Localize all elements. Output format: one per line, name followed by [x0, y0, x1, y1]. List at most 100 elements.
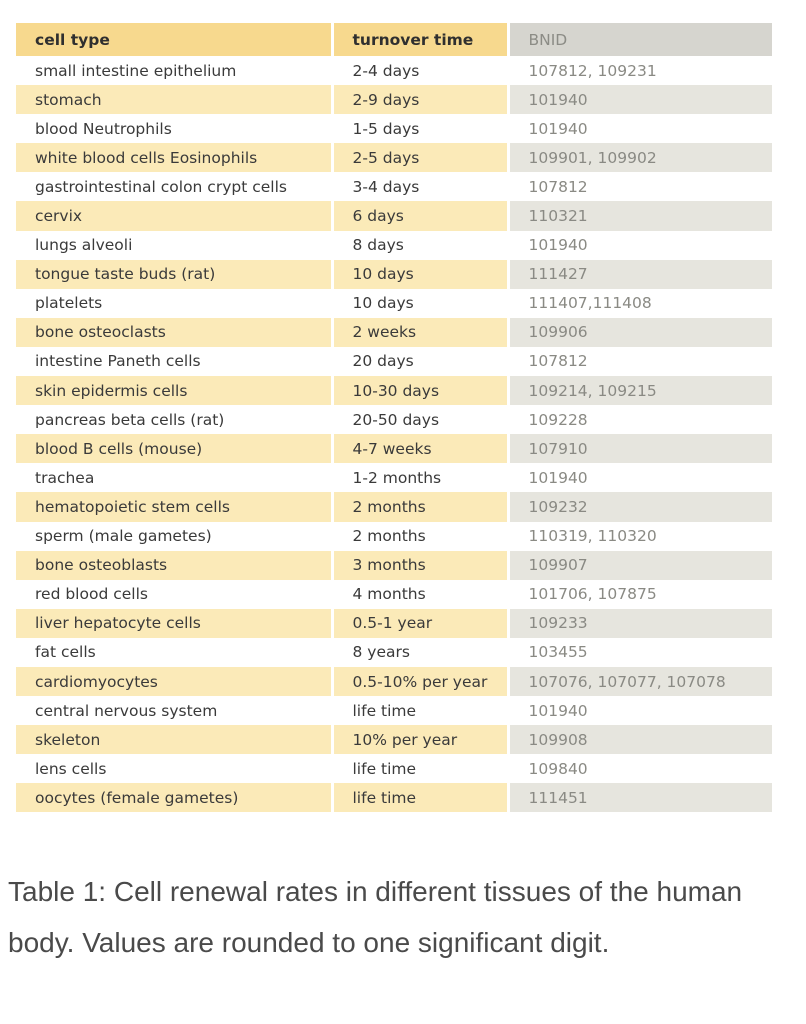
- cell-type-cell: white blood cells Eosinophils: [16, 143, 334, 173]
- turnover-time-cell: life time: [332, 696, 510, 726]
- cell-turnover-table: cell type turnover time BNID small intes…: [16, 23, 772, 813]
- turnover-time-cell: 2 weeks: [332, 317, 510, 347]
- turnover-time-cell: 0.5-10% per year: [332, 666, 510, 697]
- table-row: stomach 2-9 days 101940: [16, 85, 772, 115]
- bnid-cell: 103455: [508, 637, 772, 667]
- bnid-cell: 107812: [508, 172, 772, 202]
- table-row: tongue taste buds (rat) 10 days 111427: [16, 259, 772, 289]
- bnid-cell: 110319, 110320: [508, 521, 772, 551]
- cell-type-cell: oocytes (female gametes): [16, 783, 334, 813]
- cell-type-cell: central nervous system: [16, 696, 334, 726]
- turnover-time-cell: 8 years: [332, 637, 510, 667]
- table-row: blood Neutrophils 1-5 days 101940: [16, 114, 772, 144]
- table-row: platelets 10 days 111407,111408: [16, 288, 772, 318]
- turnover-time-cell: 3 months: [332, 550, 510, 580]
- table-row: liver hepatocyte cells 0.5-1 year 109233: [16, 608, 772, 638]
- table-row: intestine Paneth cells 20 days 107812: [16, 346, 772, 377]
- cell-type-cell: stomach: [16, 85, 334, 115]
- cell-type-cell: liver hepatocyte cells: [16, 608, 334, 638]
- bnid-cell: 101706, 107875: [508, 579, 772, 609]
- cell-type-cell: lungs alveoli: [16, 230, 334, 260]
- bnid-cell: 109901, 109902: [508, 143, 772, 173]
- turnover-time-cell: 2 months: [332, 492, 510, 522]
- bnid-cell: 109907: [508, 550, 772, 580]
- bnid-cell: 101940: [508, 230, 772, 260]
- turnover-time-cell: 20-50 days: [332, 405, 510, 435]
- turnover-time-cell: 1-2 months: [332, 463, 510, 493]
- bnid-cell: 107812: [508, 346, 772, 377]
- bnid-cell: 109232: [508, 492, 772, 522]
- bnid-cell: 109233: [508, 608, 772, 638]
- turnover-time-cell: 2-5 days: [332, 143, 510, 173]
- turnover-time-cell: life time: [332, 754, 510, 784]
- table-row: central nervous system life time 101940: [16, 696, 772, 726]
- cell-type-cell: small intestine epithelium: [16, 56, 334, 86]
- cell-type-cell: blood Neutrophils: [16, 114, 334, 144]
- turnover-time-cell: 2 months: [332, 521, 510, 551]
- cell-type-cell: skeleton: [16, 725, 334, 755]
- turnover-time-cell: 2-4 days: [332, 56, 510, 86]
- bnid-cell: 109228: [508, 405, 772, 435]
- turnover-time-cell: 10 days: [332, 259, 510, 289]
- cell-type-cell: tongue taste buds (rat): [16, 259, 334, 289]
- table-row: cervix 6 days 110321: [16, 201, 772, 231]
- cell-type-cell: bone osteoblasts: [16, 550, 334, 580]
- table-row: lens cells life time 109840: [16, 754, 772, 784]
- bnid-cell: 109908: [508, 725, 772, 755]
- table-row: bone osteoblasts 3 months 109907: [16, 550, 772, 580]
- bnid-cell: 107812, 109231: [508, 56, 772, 86]
- cell-type-cell: platelets: [16, 288, 334, 318]
- table-row: trachea 1-2 months 101940: [16, 463, 772, 493]
- cell-type-cell: trachea: [16, 463, 334, 493]
- table-row: cardiomyocytes 0.5-10% per year 107076, 10…: [16, 666, 772, 697]
- cell-type-cell: fat cells: [16, 637, 334, 667]
- bnid-cell: 107076, 107077, 107078: [508, 666, 772, 697]
- table-row: gastrointestinal colon crypt cells 3-4 da…: [16, 172, 772, 202]
- table-row: skin epidermis cells 10-30 days 109214, 10…: [16, 376, 772, 406]
- bnid-cell: 101940: [508, 696, 772, 726]
- turnover-time-cell: life time: [332, 783, 510, 813]
- bnid-cell: 111407,111408: [508, 288, 772, 318]
- turnover-time-cell: 3-4 days: [332, 172, 510, 202]
- bnid-cell: 101940: [508, 463, 772, 493]
- bnid-cell: 109906: [508, 317, 772, 347]
- cell-type-cell: blood B cells (mouse): [16, 434, 334, 464]
- cell-type-cell: gastrointestinal colon crypt cells: [16, 172, 334, 202]
- bnid-cell: 109214, 109215: [508, 376, 772, 406]
- table-row: blood B cells (mouse) 4-7 weeks 107910: [16, 434, 772, 464]
- cell-type-cell: cervix: [16, 201, 334, 231]
- table-row: lungs alveoli 8 days 101940: [16, 230, 772, 260]
- header-bnid: BNID: [508, 23, 772, 56]
- bnid-cell: 101940: [508, 85, 772, 115]
- table-row: bone osteoclasts 2 weeks 109906: [16, 317, 772, 347]
- bnid-cell: 111451: [508, 783, 772, 813]
- bnid-cell: 110321: [508, 201, 772, 231]
- header-cell-type: cell type: [16, 23, 334, 56]
- turnover-time-cell: 10 days: [332, 288, 510, 318]
- table-caption: Table 1: Cell renewal rates in different…: [8, 876, 743, 958]
- cell-type-cell: red blood cells: [16, 579, 334, 609]
- table-row: small intestine epithelium 2-4 days 107812…: [16, 56, 772, 86]
- turnover-time-cell: 4-7 weeks: [332, 434, 510, 464]
- turnover-time-cell: 2-9 days: [332, 85, 510, 115]
- turnover-time-cell: 1-5 days: [332, 114, 510, 144]
- turnover-time-cell: 6 days: [332, 201, 510, 231]
- turnover-time-cell: 10% per year: [332, 725, 510, 755]
- cell-type-cell: sperm (male gametes): [16, 521, 334, 551]
- bnid-cell: 101940: [508, 114, 772, 144]
- turnover-time-cell: 10-30 days: [332, 376, 510, 406]
- cell-type-cell: lens cells: [16, 754, 334, 784]
- cell-type-cell: intestine Paneth cells: [16, 346, 334, 377]
- table-row: white blood cells Eosinophils 2-5 days 109…: [16, 143, 772, 173]
- turnover-time-cell: 4 months: [332, 579, 510, 609]
- table-row: skeleton 10% per year 109908: [16, 725, 772, 755]
- cell-type-cell: bone osteoclasts: [16, 317, 334, 347]
- table-header-row: cell type turnover time BNID: [16, 23, 772, 56]
- table-row: hematopoietic stem cells 2 months 109232: [16, 492, 772, 522]
- cell-type-cell: cardiomyocytes: [16, 666, 334, 697]
- table-row: oocytes (female gametes) life time 111451: [16, 783, 772, 813]
- table-row: sperm (male gametes) 2 months 110319, 1103…: [16, 521, 772, 551]
- table-row: fat cells 8 years 103455: [16, 637, 772, 667]
- turnover-time-cell: 8 days: [332, 230, 510, 260]
- table-row: pancreas beta cells (rat) 20-50 days 10922…: [16, 405, 772, 435]
